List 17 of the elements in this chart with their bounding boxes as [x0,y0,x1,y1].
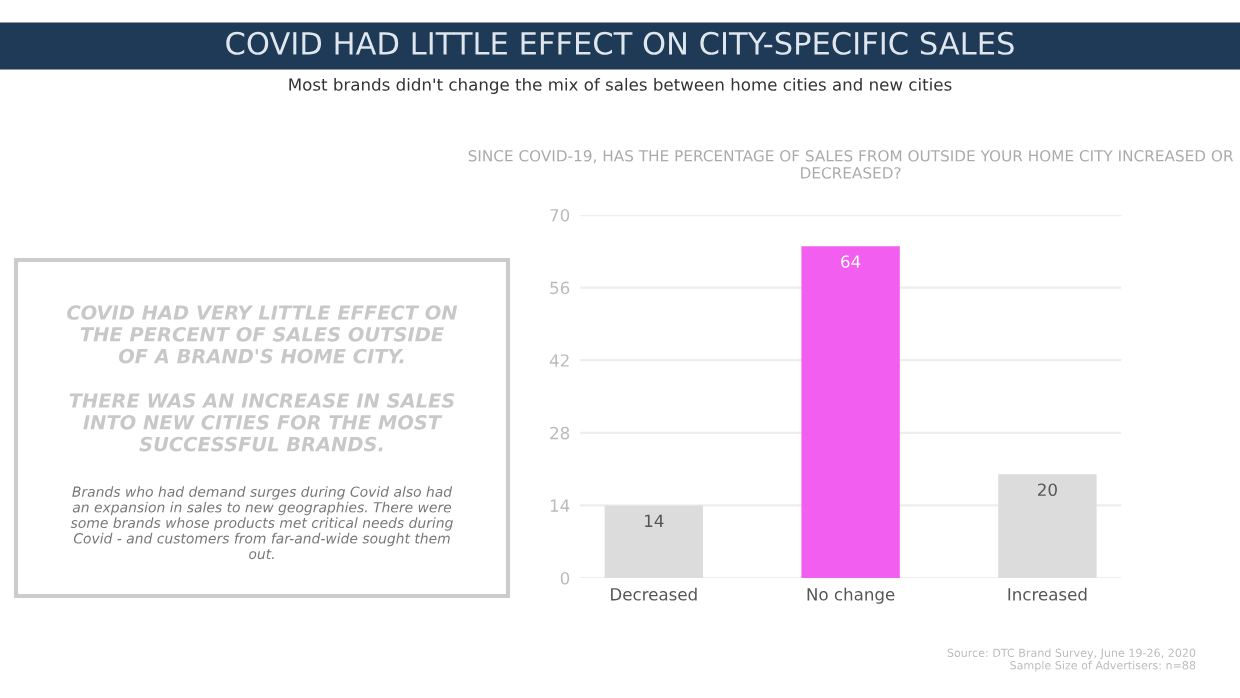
y-tick-label: 42 [549,354,569,367]
y-tick-label: 56 [550,281,570,295]
data-label: 14 [645,514,664,527]
x-tick-label: No change [807,587,895,604]
bar [998,474,1097,578]
chart-subtitle: Most brands didn't change the mix of sales between home cities and new cities [289,77,952,95]
y-tick-label: 14 [550,499,570,512]
chart-title: COVID HAD LITTLE EFFECT ON CITY-SPECIFIC SALES [226,31,1014,55]
x-tick-label: Decreased [611,587,697,601]
y-tick-label: 70 [550,209,570,222]
y-tick-label: 0 [560,571,570,585]
bar [801,246,900,578]
x-tick-label: Increased [1008,587,1087,601]
bar [604,505,703,578]
data-label: 64 [841,255,861,268]
data-label: 20 [1038,483,1057,497]
y-tick-label: 28 [550,426,570,440]
